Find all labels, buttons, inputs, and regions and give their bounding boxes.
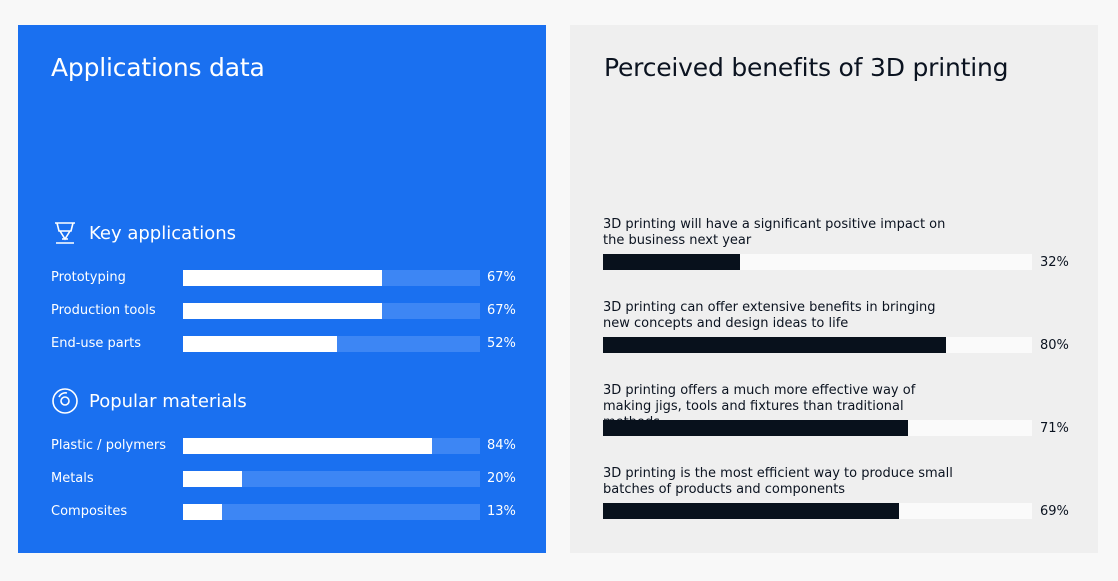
bar-label: End-use parts	[51, 336, 141, 351]
bar-fill	[183, 336, 338, 352]
bar-fill	[603, 420, 908, 436]
bar-row: Production tools 67%	[51, 302, 521, 320]
bar-track	[603, 420, 1032, 436]
bar-value: 69%	[1040, 504, 1069, 519]
panel-title: Applications data	[51, 53, 265, 82]
benefit-row: 3D printing offers a much more effective…	[603, 383, 1073, 436]
bar-fill	[603, 254, 741, 270]
bar-label: Production tools	[51, 303, 156, 318]
section-heading: Popular materials	[89, 390, 247, 412]
section-key-applications: Key applications	[51, 219, 236, 247]
bar-value: 32%	[1040, 255, 1069, 270]
bar-fill	[183, 471, 243, 487]
benefit-row: 3D printing is the most efficient way to…	[603, 466, 1073, 519]
benefit-label: 3D printing is the most efficient way to…	[603, 466, 953, 497]
benefit-row: 3D printing can offer extensive benefits…	[603, 300, 1073, 353]
printer-nozzle-icon	[55, 222, 75, 244]
bar-row: Composites 13%	[51, 503, 521, 521]
bar-track	[603, 337, 1032, 353]
bar-value: 80%	[1040, 338, 1069, 353]
benefit-label: 3D printing offers a much more effective…	[603, 383, 916, 430]
bar-fill	[603, 337, 947, 353]
bar-value: 13%	[487, 504, 516, 519]
bar-value: 67%	[487, 270, 516, 285]
section-popular-materials: Popular materials	[51, 387, 247, 415]
bar-fill	[183, 504, 222, 520]
bar-value: 67%	[487, 303, 516, 318]
bar-value: 20%	[487, 471, 516, 486]
bar-value: 52%	[487, 336, 516, 351]
bar-track	[183, 438, 480, 454]
bar-track	[183, 336, 480, 352]
bar-track	[603, 254, 1032, 270]
bar-row: Prototyping 67%	[51, 269, 521, 287]
panel-title: Perceived benefits of 3D printing	[604, 53, 1009, 82]
bar-fill	[183, 438, 433, 454]
bar-fill	[183, 303, 382, 319]
bar-fill	[603, 503, 899, 519]
bar-row: Metals 20%	[51, 470, 521, 488]
bar-track	[183, 471, 480, 487]
bar-label: Prototyping	[51, 270, 126, 285]
bar-row: Plastic / polymers 84%	[51, 437, 521, 455]
bar-row: End-use parts 52%	[51, 335, 521, 353]
bar-track	[183, 504, 480, 520]
benefits-panel: Perceived benefits of 3D printing 3D pri…	[570, 25, 1098, 553]
bar-label: Metals	[51, 471, 94, 486]
benefit-label: 3D printing will have a significant posi…	[603, 217, 946, 248]
section-heading: Key applications	[89, 222, 237, 244]
applications-panel: Applications data Key applications Popul…	[18, 25, 546, 553]
bar-fill	[183, 270, 382, 286]
filament-spool-icon	[52, 388, 78, 414]
bar-value: 84%	[487, 438, 516, 453]
benefit-label: 3D printing can offer extensive benefits…	[603, 300, 936, 331]
benefit-row: 3D printing will have a significant posi…	[603, 217, 1073, 270]
bar-track	[183, 270, 480, 286]
bar-label: Composites	[51, 504, 128, 519]
bar-value: 71%	[1040, 421, 1069, 436]
bar-track	[603, 503, 1032, 519]
bar-label: Plastic / polymers	[51, 438, 166, 453]
bar-track	[183, 303, 480, 319]
